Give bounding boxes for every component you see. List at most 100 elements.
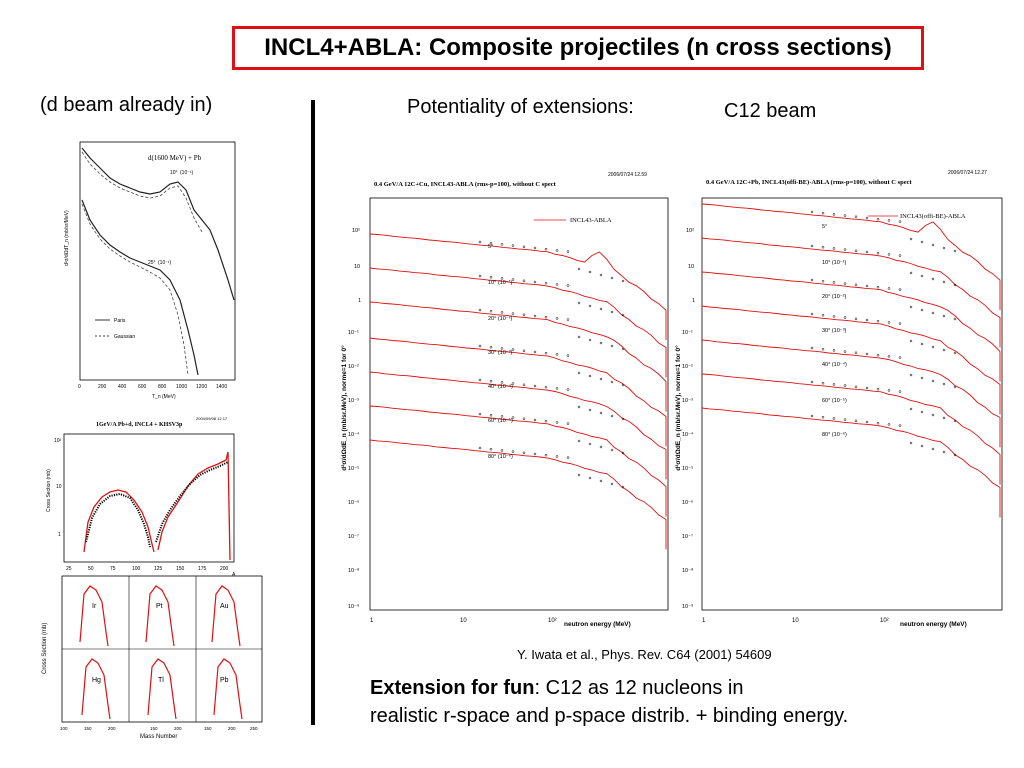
data-point <box>555 387 559 390</box>
data-point <box>588 304 592 308</box>
fig-b-title: 1GeV/A Pb+d, INCL4 + KHSV3p <box>96 422 183 428</box>
fig-cu-angles: 5° 10° (10⁻¹) 20° (10⁻²) 30° (10⁻³) 40° … <box>488 244 513 460</box>
data-point <box>942 416 946 420</box>
data-point <box>577 439 581 443</box>
data-point <box>953 317 957 321</box>
fig-cu-xtick: 1 <box>370 618 374 624</box>
fig-pb-ytick: 10⁻⁴ <box>682 431 694 438</box>
fig-cu-angle: 30° (10⁻³) <box>488 350 513 356</box>
fig-a-legend-1: Paris <box>114 318 126 324</box>
data-point <box>854 385 858 389</box>
data-point <box>876 217 880 221</box>
data-point <box>610 310 614 314</box>
fig-pb-xtick: 10² <box>880 618 889 624</box>
fig-a-xtick: 400 <box>118 384 127 390</box>
data-point <box>898 322 902 325</box>
fig-c-xtick: 200 <box>174 726 182 731</box>
fig-a-curve-10deg-gauss <box>81 151 203 233</box>
data-point <box>898 424 902 427</box>
data-point <box>876 421 880 425</box>
data-point <box>588 270 592 274</box>
data-point <box>478 446 482 450</box>
data-point <box>854 317 858 321</box>
data-point <box>566 354 570 357</box>
data-point <box>953 453 957 457</box>
data-point <box>887 389 891 392</box>
fig-b-ytick: 10 <box>56 484 62 490</box>
data-point <box>876 285 880 289</box>
data-point <box>931 379 935 383</box>
fig-cu-xtick: 10 <box>460 618 467 624</box>
fig-c-curve <box>213 658 243 720</box>
data-point <box>810 414 814 418</box>
extension-rest: : C12 as 12 nucleons in <box>534 677 744 699</box>
data-point <box>843 214 847 217</box>
data-point <box>865 216 869 220</box>
data-point <box>942 246 946 250</box>
data-point <box>953 419 957 423</box>
fig-pb-stamp: 2006/07/24 12.27 <box>948 170 987 176</box>
data-point <box>566 388 570 391</box>
data-point <box>810 244 814 248</box>
fig-cu-ytick: 10⁻⁸ <box>348 567 359 574</box>
data-point <box>953 385 957 389</box>
fig-pb-angle: 40° (10⁻⁴) <box>822 361 847 368</box>
fig-a-xtick: 0 <box>78 384 81 390</box>
fig-a-frame <box>79 141 236 381</box>
data-point <box>832 349 836 352</box>
data-point <box>533 418 537 422</box>
data-point <box>588 374 592 378</box>
fig-cu-frame <box>369 197 669 611</box>
data-point <box>854 351 858 355</box>
fig-a-legend-2: Gaussian <box>114 334 135 340</box>
data-point <box>489 275 493 279</box>
fig-c-curve <box>211 585 241 647</box>
data-point <box>821 279 825 283</box>
data-point <box>931 345 935 349</box>
data-point <box>832 315 836 318</box>
data-point <box>931 447 935 451</box>
fig-b-xtick: 175 <box>198 566 207 572</box>
data-point <box>621 279 625 283</box>
data-point <box>500 243 504 246</box>
fig-cu-angle: 60° (10⁻⁵) <box>488 417 513 424</box>
data-point <box>522 383 526 387</box>
data-point <box>920 274 924 278</box>
data-point <box>621 417 625 421</box>
model-curve <box>369 337 667 447</box>
fig-a-angle2: 25° <box>148 260 156 266</box>
data-point <box>832 417 836 420</box>
fig-cu-ytick: 10⁻⁴ <box>348 431 360 438</box>
data-point <box>489 413 493 417</box>
fig-cu-title: 0.4 GeV/A 12C+Cu, INCL43-ABLA (rms-p=100… <box>374 181 557 188</box>
fig-c-xtick: 200 <box>108 726 116 731</box>
fig-c-xtick: 150 <box>84 726 92 731</box>
data-point <box>599 411 603 415</box>
fig-pb-ytick: 10⁻⁶ <box>682 499 693 506</box>
fig-c-curve <box>81 658 111 720</box>
fig-pb-xlabel: neutron energy (MeV) <box>900 621 967 628</box>
data-point <box>931 243 935 247</box>
data-point <box>500 449 504 452</box>
data-point <box>887 423 891 426</box>
fig-a-ylabel: d²σ/dΩdT_n (mb/sr/MeV) <box>64 210 70 266</box>
data-point <box>821 313 825 317</box>
fig-pb-angle: 10° (10⁻¹) <box>822 260 847 266</box>
data-point <box>610 276 614 280</box>
data-point <box>522 313 526 317</box>
data-point <box>909 339 913 343</box>
data-point <box>489 309 493 313</box>
data-point <box>621 313 625 317</box>
data-point <box>909 373 913 377</box>
fig-pb-ytick: 10² <box>686 228 694 234</box>
model-curve <box>701 203 1001 311</box>
data-point <box>478 412 482 416</box>
data-point <box>854 419 858 423</box>
data-point <box>599 479 603 483</box>
data-point <box>843 316 847 319</box>
fig-b-model-2 <box>157 451 231 561</box>
model-curve <box>701 339 1001 448</box>
fig-a-xtick: 800 <box>158 384 167 390</box>
fig-cu-angle: 20° (10⁻²) <box>488 316 513 322</box>
fig-cu-ytick: 10⁻² <box>348 364 359 370</box>
